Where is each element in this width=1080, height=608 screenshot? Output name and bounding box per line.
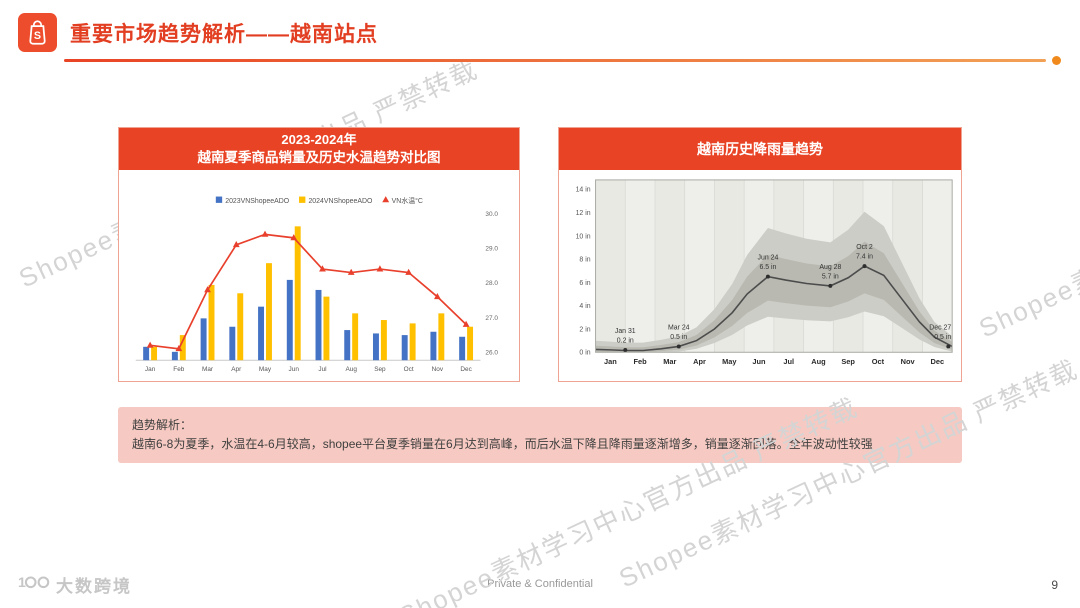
svg-text:Apr: Apr	[693, 357, 706, 366]
page-number: 9	[1051, 578, 1058, 592]
svg-text:Mar: Mar	[663, 357, 676, 366]
chart-title-line1: 2023-2024年	[281, 131, 357, 147]
rainfall-chart-panel: 越南历史降雨量趋势 Jan 31 0.2 in Mar 24 0.5 in Jun 24…	[558, 127, 962, 382]
shopee-logo-icon: S	[18, 13, 57, 52]
svg-text:Oct 2: Oct 2	[856, 244, 873, 251]
svg-text:2 in: 2 in	[579, 326, 590, 333]
svg-text:Dec 27: Dec 27	[929, 325, 951, 332]
analysis-body: 越南6-8为夏季，水温在4-6月较高，shopee平台夏季销量在6月达到高峰，而…	[132, 437, 873, 452]
svg-text:Jun: Jun	[289, 366, 300, 373]
svg-text:Jul: Jul	[318, 366, 326, 373]
sales-temp-chart-panel: 2023-2024年 越南夏季商品销量及历史水温趋势对比图 2023VNShop…	[118, 127, 520, 382]
svg-text:Nov: Nov	[432, 366, 444, 373]
svg-text:2023VNShopeeADO: 2023VNShopeeADO	[225, 198, 289, 205]
slide-header: S 重要市场趋势解析——越南站点	[18, 13, 378, 52]
page-title: 重要市场趋势解析——越南站点	[70, 22, 378, 46]
svg-text:Aug: Aug	[811, 357, 826, 366]
svg-text:Mar: Mar	[202, 366, 214, 373]
svg-text:Dec: Dec	[460, 366, 472, 373]
svg-text:5.7 in: 5.7 in	[822, 273, 839, 280]
watermark-text: Shopee素材学习中心官方出品 严禁转载	[974, 104, 1080, 344]
dashu-kuajing-logo: 1 大数跨境	[18, 572, 132, 597]
svg-text:0.5 in: 0.5 in	[934, 334, 951, 341]
title-divider	[64, 56, 1061, 65]
sales-temp-chart-title: 2023-2024年 越南夏季商品销量及历史水温趋势对比图	[119, 128, 519, 170]
svg-text:Apr: Apr	[231, 366, 242, 373]
svg-text:Aug: Aug	[345, 366, 357, 373]
svg-text:Mar 24: Mar 24	[668, 325, 690, 332]
rainfall-chart: Jan 31 0.2 in Mar 24 0.5 in Jun 24 6.5 in Aug …	[559, 170, 961, 381]
svg-text:Dec: Dec	[931, 357, 945, 366]
svg-text:2024VNShopeeADO: 2024VNShopeeADO	[308, 198, 372, 205]
svg-text:Oct: Oct	[872, 357, 885, 366]
svg-text:S: S	[34, 30, 41, 42]
footer-confidential: Private & Confidential	[487, 578, 593, 590]
svg-text:Aug 28: Aug 28	[819, 264, 841, 271]
svg-text:Jan: Jan	[604, 357, 617, 366]
svg-text:Sep: Sep	[841, 357, 855, 366]
svg-text:28.0: 28.0	[485, 280, 498, 287]
svg-text:29.0: 29.0	[485, 246, 498, 253]
svg-text:Jan: Jan	[145, 366, 156, 373]
analysis-box: 趋势解析： 越南6-8为夏季，水温在4-6月较高，shopee平台夏季销量在6月…	[118, 407, 962, 463]
sales-temp-chart: 2023VNShopeeADO 2024VNShopeeADO VN水温°C Jan F…	[119, 170, 519, 381]
chart-title-line2: 越南夏季商品销量及历史水温趋势对比图	[197, 149, 441, 165]
svg-text:1: 1	[18, 574, 28, 590]
brand-name: 大数跨境	[56, 577, 132, 596]
rainfall-chart-title: 越南历史降雨量趋势	[559, 128, 961, 170]
svg-text:Nov: Nov	[901, 357, 916, 366]
svg-text:8 in: 8 in	[579, 257, 590, 264]
svg-text:Feb: Feb	[173, 366, 184, 373]
analysis-title: 趋势解析：	[132, 418, 193, 432]
divider-dot-icon	[1052, 56, 1061, 65]
svg-text:May: May	[259, 366, 272, 373]
svg-text:4 in: 4 in	[579, 303, 590, 310]
svg-text:14 in: 14 in	[576, 187, 591, 194]
watermark-text: Shopee素材学习中心官方出品 严禁转载	[614, 353, 1080, 594]
svg-text:Jul: Jul	[783, 357, 794, 366]
sales-temp-chart-svg: 2023VNShopeeADO 2024VNShopeeADO VN水温°C Jan F…	[135, 196, 498, 373]
svg-text:VN水温°C: VN水温°C	[392, 196, 423, 205]
dashu-100-icon: 1	[18, 573, 50, 596]
svg-text:0.5 in: 0.5 in	[670, 334, 687, 341]
svg-text:Sep: Sep	[374, 366, 386, 373]
svg-text:Jan 31: Jan 31	[615, 328, 636, 335]
svg-text:30.0: 30.0	[485, 211, 498, 218]
svg-text:Jun: Jun	[752, 357, 766, 366]
svg-text:Jun 24: Jun 24	[758, 255, 779, 262]
svg-text:Oct: Oct	[404, 366, 414, 373]
svg-text:7.4 in: 7.4 in	[856, 254, 873, 261]
svg-text:26.0: 26.0	[485, 350, 498, 357]
rainfall-chart-svg: Jan 31 0.2 in Mar 24 0.5 in Jun 24 6.5 in Aug …	[576, 179, 953, 366]
svg-text:27.0: 27.0	[485, 315, 498, 322]
svg-text:10 in: 10 in	[576, 233, 591, 240]
svg-text:Feb: Feb	[634, 357, 648, 366]
svg-text:12 in: 12 in	[576, 210, 591, 217]
svg-text:6.5 in: 6.5 in	[759, 264, 776, 271]
svg-text:May: May	[722, 357, 737, 366]
svg-text:0 in: 0 in	[579, 350, 590, 357]
svg-text:6 in: 6 in	[579, 280, 590, 287]
svg-text:0.2 in: 0.2 in	[617, 338, 634, 345]
